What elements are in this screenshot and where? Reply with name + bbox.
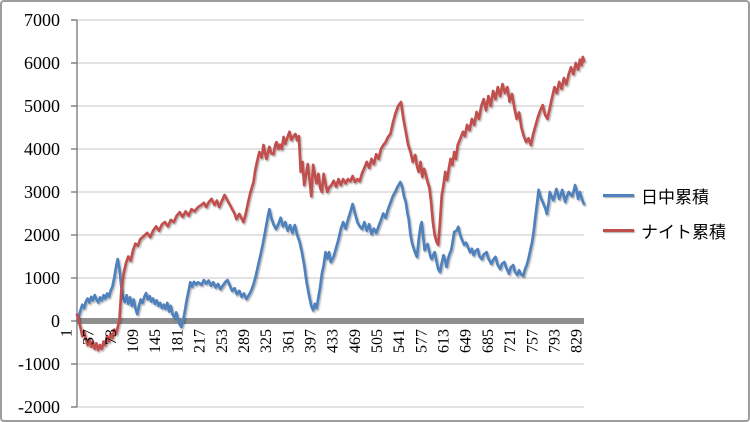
series-line-night xyxy=(75,55,586,352)
legend-item-daytime: 日中累積 xyxy=(603,182,726,208)
x-tick-label: 37 xyxy=(81,329,98,345)
x-tick-label: 721 xyxy=(502,329,519,353)
y-tick-label: -2000 xyxy=(18,397,60,417)
zero-axis-band xyxy=(77,318,584,324)
legend-label-night: ナイト累積 xyxy=(641,222,726,242)
y-tick-label: 1000 xyxy=(24,268,60,288)
y-tick-label: 0 xyxy=(51,311,60,331)
x-tick-label: 505 xyxy=(369,329,386,353)
x-tick-label: 253 xyxy=(214,329,231,353)
y-tick-label: -1000 xyxy=(18,354,60,374)
x-tick-label: 685 xyxy=(480,329,497,353)
x-axis-labels: 1 37 73 109 145 181 217 253 289 325 361 397 433 469 50… xyxy=(59,329,586,353)
night-series-line-swatch xyxy=(603,228,634,232)
y-axis-labels: 7000 6000 5000 4000 3000 2000 1000 0 -1000 -2000 xyxy=(18,10,60,417)
x-tick-label: 181 xyxy=(169,329,186,353)
legend-item-night: ナイト累積 xyxy=(603,217,726,243)
x-tick-label: 109 xyxy=(125,329,142,353)
x-tick-label: 289 xyxy=(236,329,253,353)
x-tick-label: 145 xyxy=(147,329,164,353)
x-tick-label: 649 xyxy=(458,329,475,353)
legend: 日中累積 ナイト累積 xyxy=(603,182,726,243)
daytime-series-line-swatch xyxy=(603,193,634,197)
x-tick-label: 433 xyxy=(325,329,342,353)
series-line-daytime xyxy=(75,180,586,329)
x-tick-label: 397 xyxy=(302,329,319,353)
x-tick-label: 469 xyxy=(347,329,364,353)
x-tick-label: 757 xyxy=(524,329,541,353)
y-tick-label: 4000 xyxy=(24,139,60,159)
x-tick-label: 361 xyxy=(280,329,297,353)
x-tick-label: 577 xyxy=(413,329,430,353)
x-tick-label: 829 xyxy=(569,329,586,353)
x-tick-label: 793 xyxy=(546,329,563,353)
x-tick-label: 217 xyxy=(192,329,209,353)
y-tick-label: 7000 xyxy=(24,10,60,30)
gridlines xyxy=(77,19,584,408)
y-tick-label: 2000 xyxy=(24,225,60,245)
x-tick-label: 73 xyxy=(103,329,120,345)
x-tick-label: 613 xyxy=(436,329,453,353)
x-tick-label: 541 xyxy=(391,329,408,353)
legend-label-daytime: 日中累積 xyxy=(641,187,709,207)
series-lines xyxy=(75,55,586,352)
x-tick-label: 1 xyxy=(59,329,76,337)
y-axis-ticks xyxy=(71,19,77,408)
y-tick-label: 3000 xyxy=(24,182,60,202)
y-tick-label: 6000 xyxy=(24,53,60,73)
x-tick-label: 325 xyxy=(258,329,275,353)
y-tick-label: 5000 xyxy=(24,96,60,116)
